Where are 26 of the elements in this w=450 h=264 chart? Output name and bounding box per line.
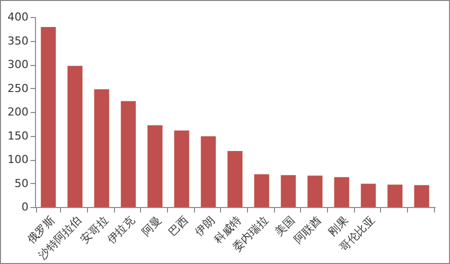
bar: [388, 184, 402, 207]
bar: [68, 66, 82, 207]
y-tick-label: 400: [8, 10, 28, 24]
y-tick-label: 0: [22, 200, 28, 214]
bar: [228, 150, 242, 207]
bar: [360, 184, 376, 207]
bar: [414, 185, 430, 207]
bar: [148, 125, 162, 207]
y-tick-label: 200: [8, 106, 28, 118]
y-tick-label: 350: [8, 34, 28, 48]
x-tick-label: 巴西: [166, 214, 191, 239]
y-tick-label: 100: [8, 153, 28, 166]
bar: [174, 130, 190, 207]
x-tick-label: 阿曼: [139, 214, 164, 239]
bar: [308, 176, 322, 207]
y-tick-label: 150: [8, 129, 28, 142]
bar: [200, 136, 216, 207]
bar: [94, 89, 110, 207]
y-tick-label: 250: [8, 82, 28, 95]
bar: [254, 174, 270, 207]
y-tick-label: 300: [8, 58, 28, 71]
bar: [40, 26, 56, 207]
bar: [280, 175, 296, 207]
bar: [334, 177, 350, 207]
bar: [120, 101, 136, 207]
y-tick-label: 50: [14, 176, 28, 190]
